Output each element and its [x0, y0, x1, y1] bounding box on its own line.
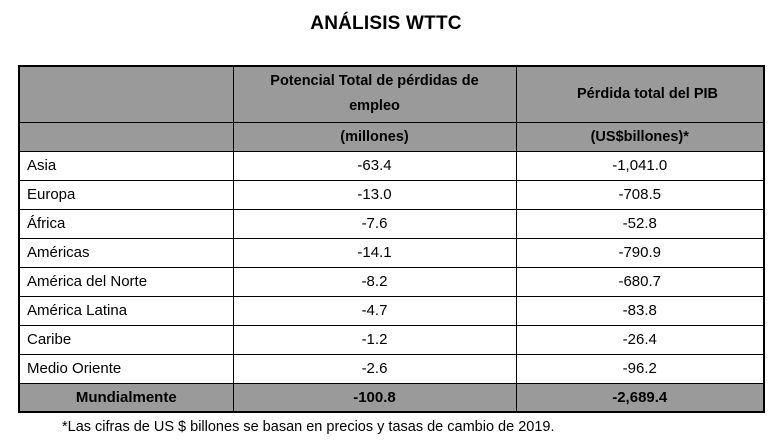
pib-value-cell: -83.8 [515, 295, 765, 326]
region-cell: Medio Oriente [18, 353, 234, 384]
column-header-pib-label: Pérdida total del PIB [577, 85, 718, 102]
table-row: África -7.6 -52.8 [18, 208, 765, 239]
table-row: América Latina -4.7 -83.8 [18, 295, 765, 326]
region-cell: Caribe [18, 324, 234, 355]
empleo-value-cell: -8.2 [232, 266, 517, 297]
pib-value-cell: -680.7 [515, 266, 765, 297]
table-row: Asia -63.4 -1,041.0 [18, 150, 765, 181]
pib-value-cell: -708.5 [515, 179, 765, 210]
region-cell: Américas [18, 237, 234, 268]
region-cell: América Latina [18, 295, 234, 326]
empleo-value-cell: -7.6 [232, 208, 517, 239]
total-row: Mundialmente -100.8 -2,689.4 [18, 382, 765, 413]
wttc-analysis-table: Potencial Total de pérdidas de empleo Pé… [18, 65, 765, 413]
table-row: Europa -13.0 -708.5 [18, 179, 765, 210]
header-row-main: Potencial Total de pérdidas de empleo Pé… [18, 65, 765, 123]
region-cell: América del Norte [18, 266, 234, 297]
empleo-value-cell: -14.1 [232, 237, 517, 268]
empleo-value-cell: -63.4 [232, 150, 517, 181]
header-row-units: (millones) (US$billones)* [18, 121, 765, 152]
table-row: Medio Oriente -2.6 -96.2 [18, 353, 765, 384]
footnote: *Las cifras de US $ billones se basan en… [62, 419, 555, 435]
column-unit-pib: (US$billones)* [515, 121, 765, 152]
empleo-value-cell: -1.2 [232, 324, 517, 355]
column-unit-empleo: (millones) [232, 121, 517, 152]
empleo-value-cell: -2.6 [232, 353, 517, 384]
pib-value-cell: -790.9 [515, 237, 765, 268]
total-row-label: Mundialmente [18, 382, 234, 413]
empty-header-cell [18, 65, 234, 123]
region-cell: Europa [18, 179, 234, 210]
empleo-value-cell: -13.0 [232, 179, 517, 210]
table-row: América del Norte -8.2 -680.7 [18, 266, 765, 297]
page-title: ANÁLISIS WTTC [310, 13, 462, 34]
empty-header-cell [18, 121, 234, 152]
total-empleo-value-cell: -100.8 [232, 382, 517, 413]
empleo-value-cell: -4.7 [232, 295, 517, 326]
table-row: Américas -14.1 -790.9 [18, 237, 765, 268]
column-header-empleo-label: Potencial Total de pérdidas de empleo [270, 73, 479, 115]
column-header-pib: Pérdida total del PIB [515, 65, 765, 123]
column-header-empleo: Potencial Total de pérdidas de empleo [232, 65, 517, 123]
region-cell: África [18, 208, 234, 239]
pib-value-cell: -52.8 [515, 208, 765, 239]
table-row: Caribe -1.2 -26.4 [18, 324, 765, 355]
region-cell: Asia [18, 150, 234, 181]
pib-value-cell: -1,041.0 [515, 150, 765, 181]
pib-value-cell: -26.4 [515, 324, 765, 355]
total-pib-value-cell: -2,689.4 [515, 382, 765, 413]
pib-value-cell: -96.2 [515, 353, 765, 384]
